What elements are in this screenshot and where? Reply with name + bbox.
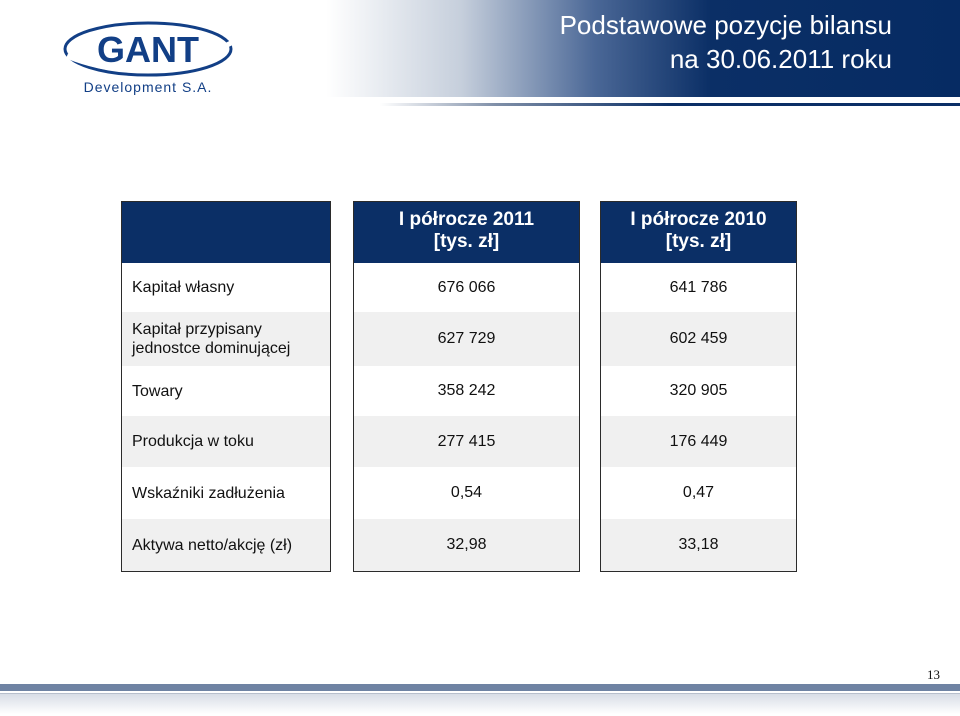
cell-2010: 320 905 [669, 382, 728, 399]
row-label-line1: Kapitał przypisany [132, 321, 262, 338]
row-label-wskazniki: Wskaźniki zadłużenia [132, 484, 285, 502]
page-number: 13 [927, 667, 940, 682]
footer-bar [0, 684, 960, 691]
column-2011: I półrocze 2011 [tys. zł] 676 066 627 72… [353, 201, 580, 572]
logo-subtext: Development S.A. [84, 79, 213, 95]
cell-2011: 0,54 [450, 484, 483, 501]
row-label-produkcja: Produkcja w toku [122, 416, 330, 467]
header-underline [380, 103, 960, 106]
label-column-header [122, 202, 330, 263]
cell-2010: 176 449 [601, 416, 796, 467]
label-column: Kapitał własny Kapitał przypisany jednos… [121, 201, 331, 572]
column-2010-header: I półrocze 2010 [tys. zł] [601, 202, 796, 263]
title-line-2: na 30.06.2011 roku [669, 44, 892, 74]
cell-2010: 33,18 [601, 519, 796, 571]
column-2010: I półrocze 2010 [tys. zł] 641 786 602 45… [600, 201, 797, 572]
footer-bar-light [0, 693, 960, 714]
cell-2011: 277 415 [354, 416, 579, 467]
row-label-line2: jednostce dominującej [132, 340, 291, 357]
cell-2010: 0,47 [682, 484, 715, 501]
cell-2011: 358 242 [437, 382, 496, 399]
cell-2011: 627 729 [354, 312, 579, 366]
cell-2011: 676 066 [437, 278, 496, 296]
title-line-1: Podstawowe pozycje bilansu [559, 10, 892, 40]
row-label-kapital-wlasny: Kapitał własny [132, 279, 235, 296]
logo-text: GANT [97, 29, 199, 70]
row-label-aktywa: Aktywa netto/akcję (zł) [122, 519, 330, 571]
header-band [0, 0, 960, 97]
cell-2011: 32,98 [354, 519, 579, 571]
cell-2010: 602 459 [601, 312, 796, 366]
column-2011-header: I półrocze 2011 [tys. zł] [354, 202, 579, 263]
row-label-towary: Towary [132, 382, 183, 400]
row-label-kapital-przypisany: Kapitał przypisany jednostce dominującej [122, 312, 330, 366]
gant-logo: GANT Development S.A. [63, 21, 233, 95]
page-title: Podstawowe pozycje bilansu na 30.06.2011… [472, 8, 892, 76]
cell-2010: 641 786 [669, 278, 728, 296]
